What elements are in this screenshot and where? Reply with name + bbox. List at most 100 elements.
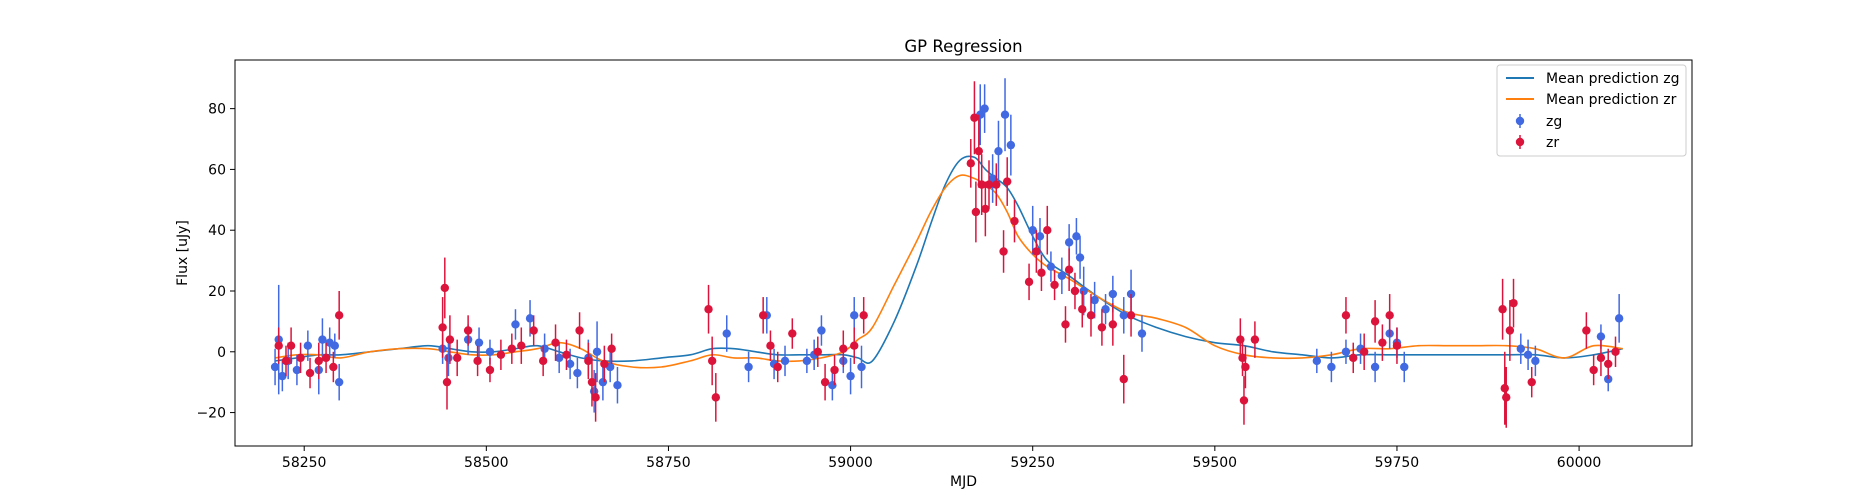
point-zr xyxy=(711,373,721,422)
y-tick-label: 40 xyxy=(208,223,226,239)
point-marker xyxy=(1349,353,1358,363)
point-zr xyxy=(440,257,450,319)
point-marker xyxy=(1238,353,1247,363)
point-zr xyxy=(1611,336,1620,367)
point-marker xyxy=(303,341,313,350)
point-zr xyxy=(314,342,323,380)
point-marker xyxy=(573,368,582,378)
point-zr xyxy=(758,297,768,334)
point-marker xyxy=(780,356,790,366)
legend-label-zr: zr xyxy=(1546,135,1559,151)
point-zr xyxy=(562,339,571,371)
point-marker xyxy=(992,180,1001,189)
point-zg xyxy=(334,363,344,401)
point-zg xyxy=(817,315,826,346)
point-marker xyxy=(1527,377,1536,387)
point-zr xyxy=(1502,366,1511,428)
point-marker xyxy=(529,326,538,335)
point-zg xyxy=(303,330,313,361)
point-marker xyxy=(540,344,549,353)
point-zr xyxy=(839,330,848,367)
point-zg xyxy=(1090,281,1099,319)
point-zr xyxy=(321,342,331,374)
point-zg xyxy=(1523,339,1533,371)
point-zr xyxy=(1037,254,1046,291)
point-zr xyxy=(1527,366,1536,398)
point-marker xyxy=(538,356,548,366)
point-zg xyxy=(613,366,622,404)
point-marker xyxy=(463,326,473,335)
point-marker xyxy=(711,393,721,402)
point-marker xyxy=(977,180,986,189)
y-tick-label: 80 xyxy=(208,102,226,118)
point-marker xyxy=(1523,350,1533,360)
point-marker xyxy=(525,314,535,323)
point-zr xyxy=(974,114,983,188)
x-axis-label: MJD xyxy=(950,474,977,490)
point-zr xyxy=(1341,297,1351,334)
point-marker xyxy=(970,113,979,122)
point-marker xyxy=(517,341,526,350)
point-zr xyxy=(1596,339,1606,377)
point-zr xyxy=(707,336,717,386)
legend-label-mean-prediction-zr: Mean prediction zr xyxy=(1546,92,1677,108)
point-marker xyxy=(591,393,600,402)
point-marker xyxy=(1119,311,1128,320)
point-zg xyxy=(1614,294,1624,343)
point-zr xyxy=(538,345,548,377)
point-marker xyxy=(1072,232,1081,241)
point-marker xyxy=(1239,396,1249,405)
point-zg xyxy=(1035,218,1045,255)
point-marker xyxy=(1341,311,1351,320)
point-marker xyxy=(1327,362,1336,372)
point-zr xyxy=(1349,342,1358,374)
point-marker xyxy=(270,362,280,372)
point-zr xyxy=(1250,321,1260,358)
point-marker xyxy=(1370,362,1380,372)
point-zr xyxy=(1064,248,1074,291)
point-zr xyxy=(1238,339,1247,377)
point-zr xyxy=(1078,290,1087,328)
point-zr xyxy=(813,336,822,367)
x-axis-ticks: 58250 58500 58750 59000 59250 59500 59750 60000 xyxy=(282,446,1601,471)
point-marker xyxy=(1057,271,1067,280)
point-marker xyxy=(1385,311,1394,320)
point-zg xyxy=(722,315,731,352)
point-zg xyxy=(270,348,280,386)
point-zg xyxy=(511,309,520,340)
point-marker xyxy=(1241,362,1250,372)
point-zr xyxy=(788,318,797,349)
point-marker xyxy=(744,362,753,372)
point-marker xyxy=(600,359,609,369)
point-marker xyxy=(1582,326,1591,335)
point-marker xyxy=(1359,347,1369,356)
point-marker xyxy=(474,338,484,347)
point-zr xyxy=(1241,345,1250,389)
point-zg xyxy=(330,333,340,358)
point-marker xyxy=(444,353,453,363)
point-zg xyxy=(1101,294,1110,325)
point-zr xyxy=(1385,294,1394,337)
point-zg xyxy=(846,357,855,395)
point-zg xyxy=(1119,297,1128,334)
point-marker xyxy=(1086,311,1096,320)
point-zr xyxy=(1061,306,1070,343)
point-zr xyxy=(591,373,600,422)
point-marker xyxy=(850,341,859,350)
point-zr xyxy=(1239,376,1249,425)
point-marker xyxy=(1611,347,1620,356)
point-marker xyxy=(496,350,506,360)
point-marker xyxy=(1010,216,1019,226)
point-zr xyxy=(445,315,455,364)
point-marker xyxy=(278,371,287,381)
point-marker xyxy=(1090,295,1099,305)
y-axis-ticks: −20 0 20 40 60 80 xyxy=(196,102,235,422)
point-marker xyxy=(1075,253,1085,262)
point-marker xyxy=(1046,262,1056,271)
legend-dot xyxy=(1515,137,1525,147)
point-marker xyxy=(839,344,848,353)
point-zg xyxy=(592,321,602,383)
point-zr xyxy=(1359,333,1369,371)
x-tick-label: 59250 xyxy=(1010,455,1055,471)
legend-box xyxy=(1496,64,1687,157)
